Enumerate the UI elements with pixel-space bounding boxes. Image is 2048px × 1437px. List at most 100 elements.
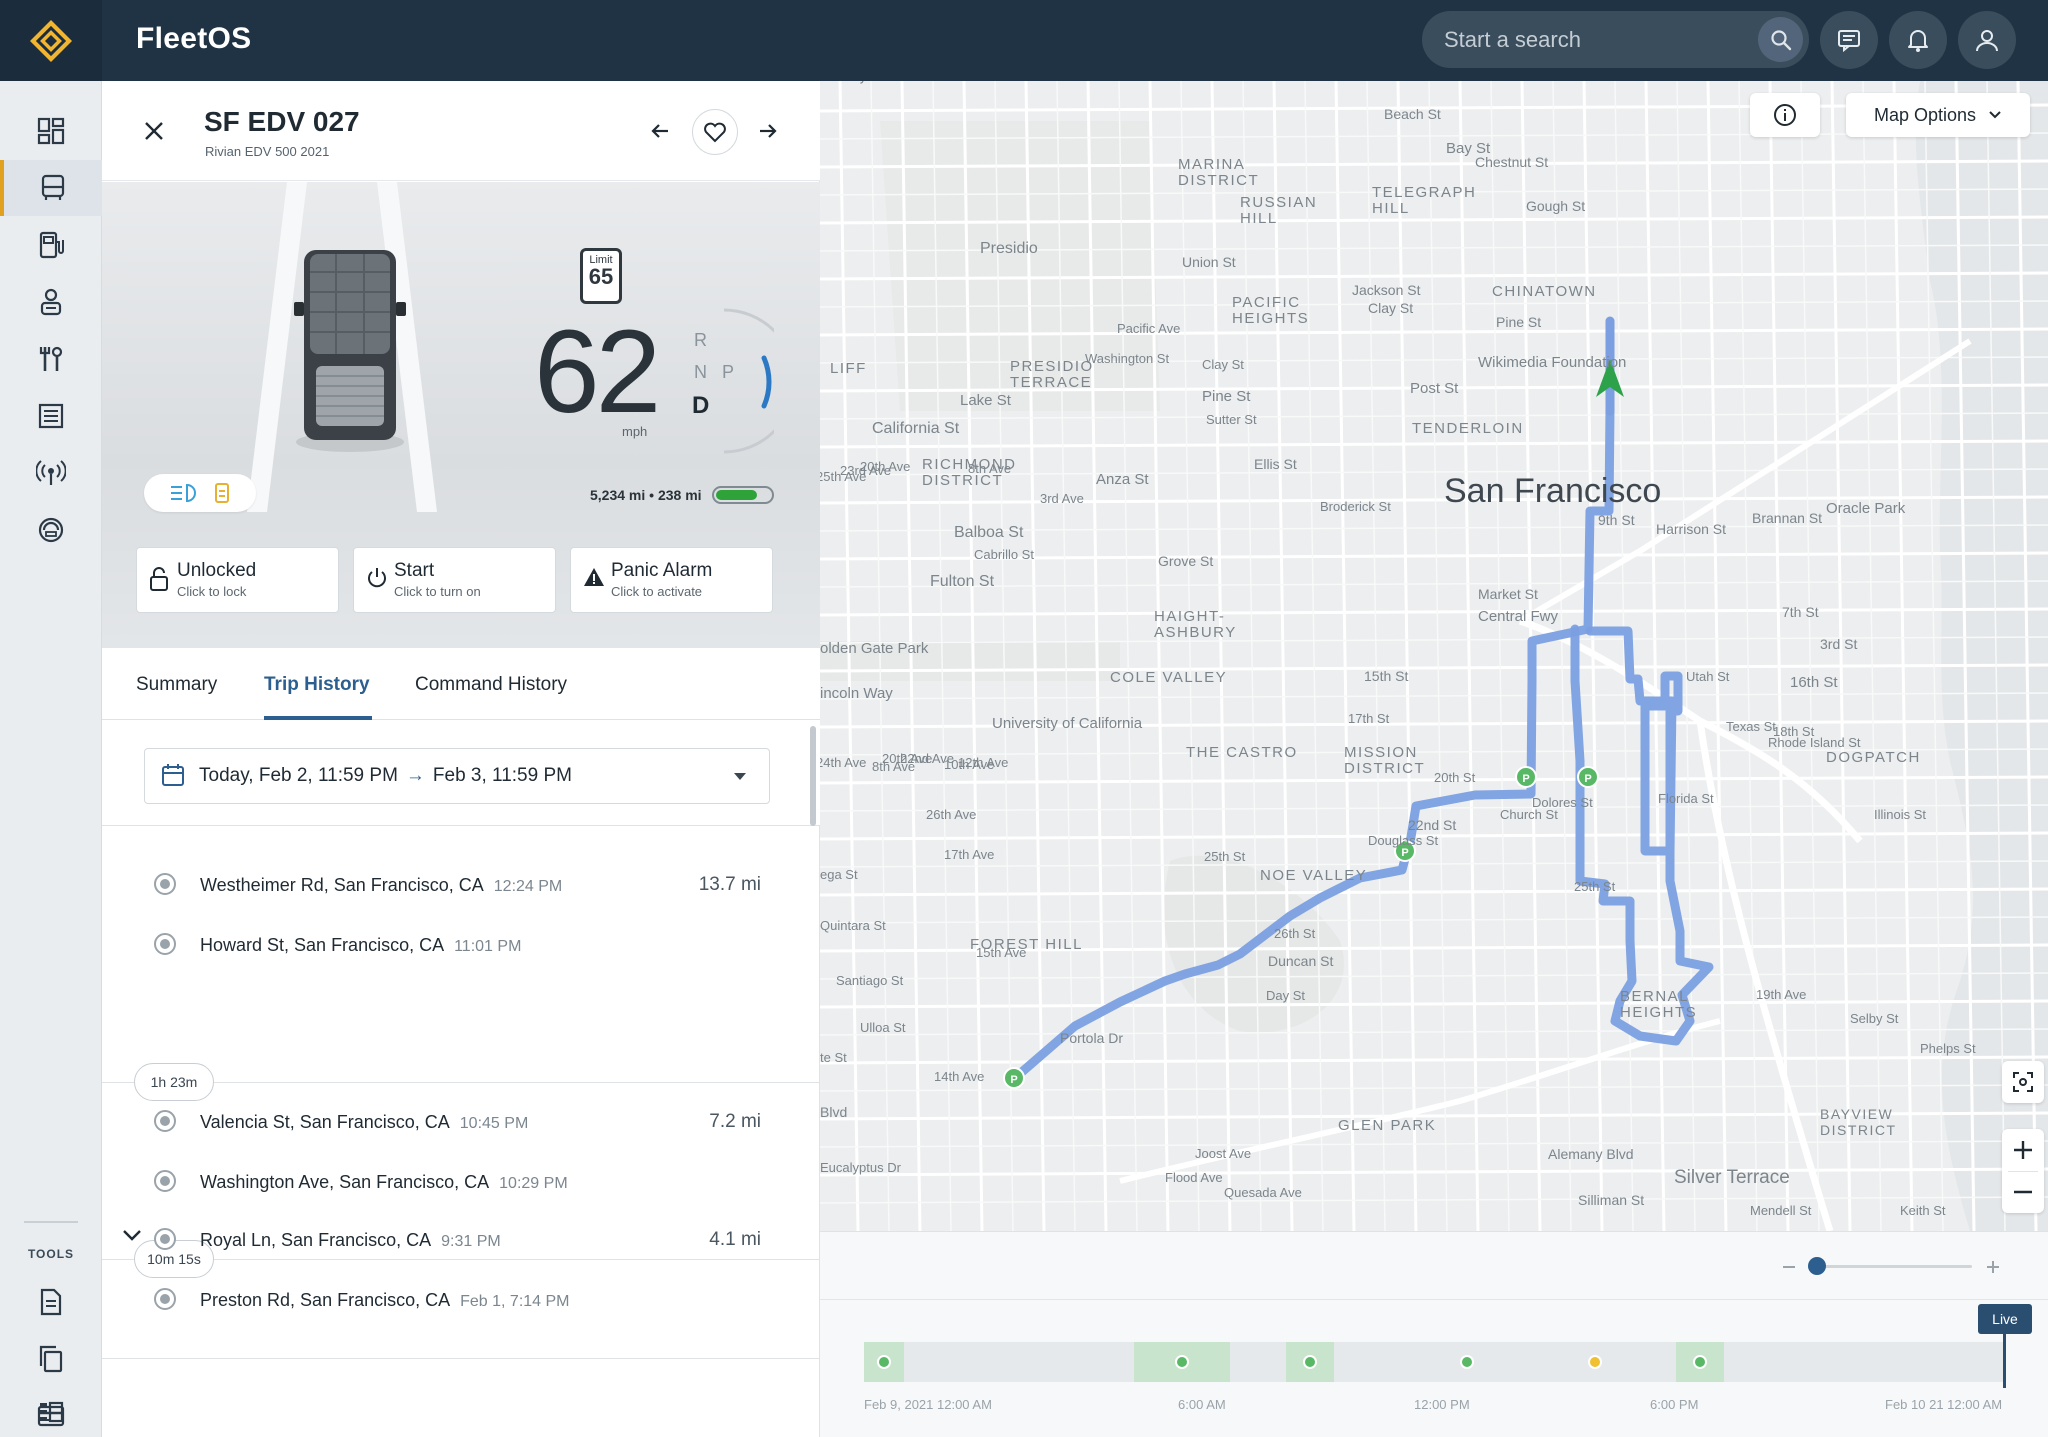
map-street-label: MISSION [1344, 744, 1418, 761]
search-input[interactable]: Start a search [1422, 11, 1809, 68]
map-options-dropdown[interactable]: Map Options [1846, 93, 2030, 137]
collapse-panel-icon[interactable] [0, 1384, 102, 1437]
start-control-button[interactable]: Start Click to turn on [353, 547, 556, 613]
document-icon[interactable] [0, 1274, 102, 1330]
recenter-map-button[interactable] [2002, 1061, 2044, 1103]
next-vehicle-arrow-icon[interactable] [752, 115, 784, 147]
map-street-label: Washington St [1085, 351, 1169, 366]
stop-address: Westheimer Rd, San Francisco, CA [200, 875, 484, 895]
map-street-label: Broderick St [1320, 499, 1391, 514]
timeline-warning-dot[interactable] [1588, 1355, 1602, 1369]
trip-separator [102, 1082, 820, 1083]
map-street-label: DISTRICT [1820, 1122, 1897, 1138]
map-street-label: Ulloa St [860, 1020, 906, 1035]
live-playhead[interactable] [2003, 1334, 2006, 1388]
driver-icon[interactable] [0, 274, 102, 330]
timeline-zoom-out-icon[interactable] [1782, 1260, 1796, 1274]
trip-list-scrollbar[interactable] [810, 726, 816, 826]
vehicle-position-arrow-icon[interactable] [1596, 359, 1624, 397]
reports-list-icon[interactable] [0, 388, 102, 444]
live-indicator-button[interactable]: Live [1978, 1304, 2032, 1334]
date-range-end: Feb 3, 11:59 PM [432, 765, 572, 786]
map-street-label: Ellis St [1254, 456, 1297, 472]
previous-vehicle-arrow-icon[interactable] [644, 115, 676, 147]
parking-marker-icon[interactable]: P [1394, 840, 1416, 862]
timeline-parking-dot[interactable] [1693, 1355, 1707, 1369]
dashboard-icon[interactable] [0, 103, 102, 159]
timeline-zoom-in-icon[interactable] [1986, 1260, 2000, 1274]
parking-marker-icon[interactable]: P [1003, 1067, 1025, 1089]
map-street-label: Jackson St [1352, 282, 1421, 298]
map-street-label: 22nd Ave [900, 751, 954, 766]
chevron-down-icon[interactable] [122, 1228, 142, 1247]
trip-gap-duration: 10m 15s [134, 1240, 214, 1278]
vehicles-bus-icon[interactable] [0, 160, 102, 216]
lights-status-pill[interactable] [144, 474, 256, 512]
maintenance-tools-icon[interactable] [0, 331, 102, 387]
map-street-label: Alemany Blvd [1548, 1146, 1634, 1162]
left-nav-rail: TOOLS [0, 81, 102, 1437]
parking-marker-icon[interactable]: P [1577, 766, 1599, 788]
timeline-parking-dot[interactable] [1303, 1355, 1317, 1369]
search-placeholder: Start a search [1444, 26, 1581, 52]
map-info-button[interactable] [1750, 93, 1820, 137]
trip-stop[interactable]: Royal Ln, San Francisco, CA 9:31 PM [102, 1220, 820, 1260]
trip-stop[interactable]: Preston Rd, San Francisco, CA Feb 1, 7:14… [102, 1280, 820, 1320]
route-map[interactable]: P P P P Beach St Bay St Chestnut St MARINA D… [820, 81, 2048, 1231]
gear-arc-icon [723, 308, 774, 454]
telematics-signal-icon[interactable] [0, 445, 102, 501]
trip-stop[interactable]: Washington Ave, San Francisco, CA 10:29 P… [102, 1162, 820, 1202]
parking-marker-icon[interactable]: P [1515, 766, 1537, 788]
map-street-label: olden Gate Park [820, 640, 929, 657]
user-avatar-icon[interactable] [1958, 11, 2016, 69]
tab-summary[interactable]: Summary [136, 674, 218, 695]
messages-icon[interactable] [1820, 11, 1878, 69]
zoom-in-button[interactable] [2012, 1129, 2034, 1171]
timeline-zoom-slider[interactable] [1816, 1265, 1972, 1268]
stop-time: 10:29 PM [499, 1175, 568, 1192]
map-street-label: 25th Ave [820, 469, 866, 484]
map-street-label: 16th St [1790, 674, 1838, 691]
map-street-label: 8th Ave [968, 461, 1011, 476]
timeline-label: Feb 9, 2021 12:00 AM [864, 1397, 992, 1412]
map-street-label: 18th St [1773, 724, 1815, 739]
map-street-label: 20th Ave [860, 459, 910, 474]
notifications-bell-icon[interactable] [1889, 11, 1947, 69]
timeline-parking-dot[interactable] [1460, 1355, 1474, 1369]
map-street-label: Gough St [1526, 198, 1585, 214]
map-street-label: THE CASTRO [1186, 744, 1298, 761]
trip-stop[interactable]: Valencia St, San Francisco, CA 10:45 PM [102, 1102, 820, 1142]
lock-control-button[interactable]: Unlocked Click to lock [136, 547, 339, 613]
map-street-label: DISTRICT [1178, 172, 1259, 189]
map-street-label: Duncan St [1268, 953, 1333, 969]
map-street-label: incoln Way [820, 685, 893, 702]
trip-stop[interactable]: Westheimer Rd, San Francisco, CA 12:24 PM [102, 865, 820, 905]
copy-icon[interactable] [0, 1331, 102, 1387]
favorite-heart-icon[interactable] [692, 109, 738, 155]
timeline-track[interactable] [864, 1342, 2004, 1382]
timeline-zoom-handle[interactable] [1808, 1257, 1826, 1275]
calendar-icon [162, 764, 184, 786]
search-icon[interactable] [1758, 17, 1803, 62]
fleetos-logo-icon[interactable] [0, 0, 102, 81]
timeline-parking-dot[interactable] [877, 1355, 891, 1369]
stop-time: 9:31 PM [441, 1233, 501, 1250]
panel-tabs: Summary Trip History Command History [102, 648, 820, 720]
trip-stop[interactable]: Howard St, San Francisco, CA 11:01 PM [102, 925, 820, 965]
close-icon[interactable] [138, 115, 170, 147]
focus-frame-icon [2013, 1072, 2033, 1092]
stop-marker-icon [154, 873, 176, 895]
zoom-out-button[interactable] [2012, 1171, 2034, 1213]
panel-header: SF EDV 027 Rivian EDV 500 2021 [102, 81, 820, 181]
map-street-label: Day St [1266, 988, 1305, 1003]
map-street-label: 9th St [1598, 512, 1635, 528]
tab-trip-history[interactable]: Trip History [264, 674, 370, 695]
vehicle-van-icon [294, 250, 406, 452]
tab-command-history[interactable]: Command History [415, 674, 568, 695]
safety-gauge-icon[interactable] [0, 502, 102, 558]
charging-station-icon[interactable] [0, 217, 102, 273]
timeline-parking-dot[interactable] [1175, 1355, 1189, 1369]
panic-alarm-button[interactable]: Panic Alarm Click to activate [570, 547, 773, 613]
date-range-select[interactable]: Today, Feb 2, 11:59 PM → Feb 3, 11:59 PM [144, 748, 770, 804]
